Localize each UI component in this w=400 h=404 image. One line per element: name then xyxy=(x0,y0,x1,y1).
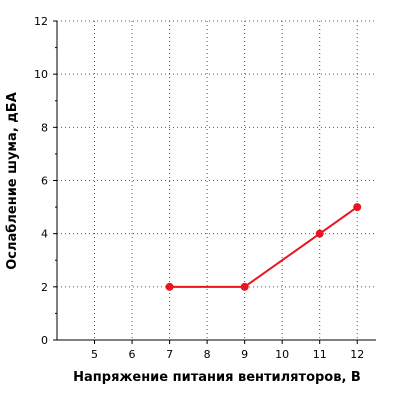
y-tick-label: 6 xyxy=(41,175,48,188)
axes xyxy=(53,20,376,344)
series-line xyxy=(169,206,358,288)
x-axis-title: Напряжение питания вентиляторов, В xyxy=(73,370,361,385)
data-series xyxy=(165,203,362,291)
tick-labels: 0 2 4 6 8 10 12 5 6 7 8 9 10 11 12 xyxy=(34,15,364,361)
y-tick-label: 2 xyxy=(41,281,48,294)
x-tick-label: 10 xyxy=(275,348,289,361)
x-tick-label: 5 xyxy=(91,348,98,361)
data-point xyxy=(165,282,174,291)
x-tick-label: 8 xyxy=(204,348,211,361)
y-tick-label: 4 xyxy=(41,228,48,241)
x-tick-label: 9 xyxy=(241,348,248,361)
data-point xyxy=(353,203,362,212)
x-tick-label: 12 xyxy=(350,348,364,361)
y-tick-label: 8 xyxy=(41,121,48,134)
y-axis-title: Ослабление шума, дБА xyxy=(5,92,20,270)
data-point xyxy=(240,282,249,291)
x-tick-label: 6 xyxy=(129,348,136,361)
data-point xyxy=(315,229,324,238)
y-tick-label: 0 xyxy=(41,334,48,347)
x-tick-label: 7 xyxy=(166,348,173,361)
y-tick-label: 12 xyxy=(34,15,48,28)
x-tick-label: 11 xyxy=(313,348,327,361)
y-tick-label: 10 xyxy=(34,68,48,81)
